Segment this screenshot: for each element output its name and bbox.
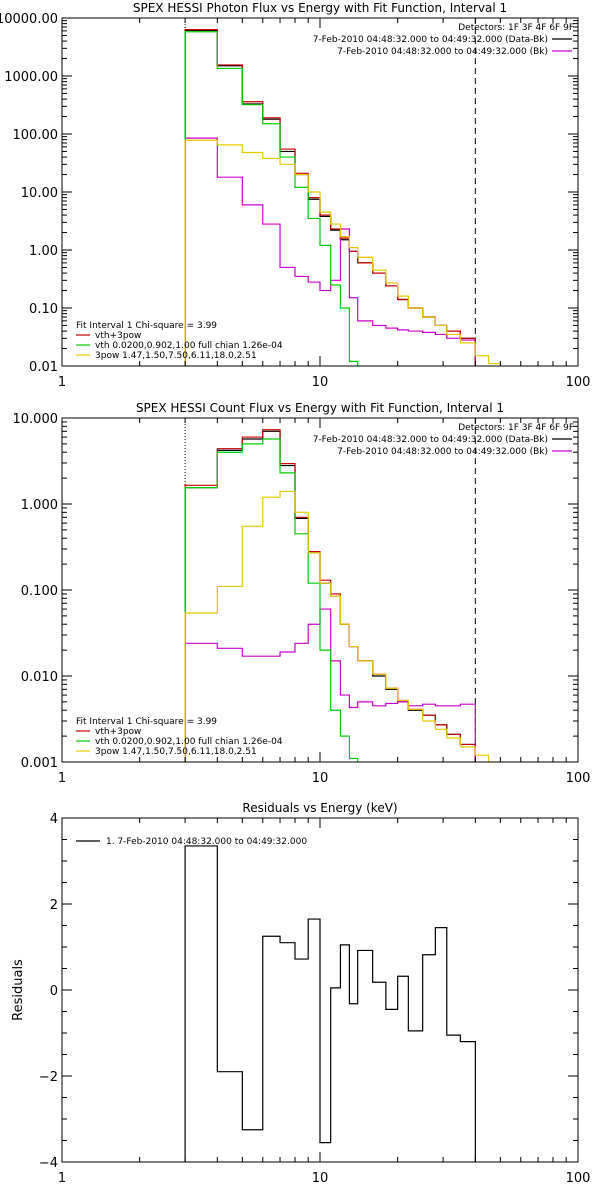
y-tick-label: 10.00	[21, 186, 58, 201]
chart-title: SPEX HESSI Count Flux vs Energy with Fit…	[136, 401, 504, 415]
y-tick-label: −2	[39, 1070, 58, 1085]
y-tick-label: 4	[50, 812, 58, 827]
x-tick-label: 1	[58, 1171, 66, 1186]
y-tick-label: 0.100	[21, 584, 58, 599]
y-tick-label: 2	[50, 898, 58, 913]
plot-area	[184, 418, 501, 762]
y-axis-label: Residuals	[11, 959, 26, 1021]
x-tick-label: 100	[566, 1171, 591, 1186]
fit-legend-label: vth 0.0200,0.902,1.00 full chian 1.26e-0…	[95, 341, 283, 351]
series-1	[184, 845, 476, 1162]
y-tick-label: 1.000	[21, 498, 58, 513]
series-3pow	[184, 139, 501, 366]
series-vth	[184, 438, 359, 762]
series-vth-3pow	[184, 29, 476, 366]
legend-label: 7-Feb-2010 04:48:32.000 to 04:49:32.000 …	[313, 435, 548, 445]
chart-2: SPEX HESSI Count Flux vs Energy with Fit…	[13, 401, 591, 786]
y-tick-label: 0.10	[29, 302, 58, 317]
series-vth	[184, 31, 359, 366]
x-tick-label: 10	[312, 375, 329, 390]
legend-label: 7-Feb-2010 04:48:32.000 to 04:49:32.000 …	[313, 35, 548, 45]
plot-area	[184, 845, 476, 1162]
x-tick-label: 100	[566, 375, 591, 390]
x-tick-label: 1	[58, 375, 66, 390]
series-data-bk	[184, 29, 476, 366]
series-bk	[184, 608, 476, 762]
chart-title: Residuals vs Energy (keV)	[242, 801, 397, 815]
chart-3: Residuals vs Energy (keV) 1 10 100 −4 −2 0 2 4 Re…	[11, 801, 590, 1186]
x-tick-label: 100	[566, 771, 591, 786]
y-tick-label: 1.00	[29, 244, 58, 259]
series-bk	[184, 137, 476, 366]
detectors-annotation: Detectors: 1F 3F 4F 6F 9F	[458, 423, 574, 433]
x-tick-label: 1	[58, 771, 66, 786]
legend-label: 7-Feb-2010 04:48:32.000 to 04:49:32.000 …	[337, 447, 548, 457]
chart-1: SPEX HESSI Photon Flux vs Energy with Fi…	[0, 1, 590, 390]
x-tick-label: 10	[312, 1171, 329, 1186]
legend-label: 7-Feb-2010 04:48:32.000 to 04:49:32.000 …	[337, 47, 548, 57]
fit-legend-label: 3pow 1.47,1.50,7.50,6.11,18.0,2.51	[95, 747, 257, 757]
legend-label: 1. 7-Feb-2010 04:48:32.000 to 04:49:32.0…	[106, 837, 307, 847]
series-3pow	[184, 490, 501, 762]
y-tick-label: 100.00	[13, 128, 59, 143]
y-tick-label: 0.001	[21, 756, 58, 771]
fit-legend-header: Fit Interval 1 Chi-square = 3.99	[76, 717, 217, 727]
y-tick-label: 0.01	[29, 360, 58, 375]
fit-legend-header: Fit Interval 1 Chi-square = 3.99	[76, 321, 217, 331]
detectors-annotation: Detectors: 1F 3F 4F 6F 9F	[458, 23, 574, 33]
series-data-bk	[184, 430, 476, 762]
y-tick-label: 1000.00	[4, 70, 58, 85]
y-tick-label: 0	[50, 984, 58, 999]
fit-legend-label: vth 0.0200,0.902,1.00 full chian 1.26e-0…	[95, 737, 283, 747]
plot-area	[184, 18, 501, 366]
fit-legend-label: vth+3pow	[95, 727, 141, 737]
y-tick-label: 10.000	[13, 412, 59, 427]
fit-legend-label: 3pow 1.47,1.50,7.50,6.11,18.0,2.51	[95, 351, 257, 361]
y-tick-label: 0.010	[21, 670, 58, 685]
y-tick-label: −4	[39, 1156, 58, 1171]
x-tick-label: 10	[312, 771, 329, 786]
series-vth-3pow	[184, 429, 476, 762]
y-tick-label: 10000.00	[0, 12, 58, 27]
chart-title: SPEX HESSI Photon Flux vs Energy with Fi…	[133, 1, 507, 15]
fit-legend-label: vth+3pow	[95, 331, 141, 341]
